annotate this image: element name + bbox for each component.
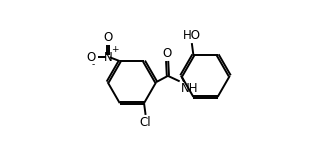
Text: -: - xyxy=(92,60,95,69)
Text: +: + xyxy=(111,45,118,54)
Text: Cl: Cl xyxy=(140,115,152,128)
Text: O: O xyxy=(162,47,172,60)
Text: O: O xyxy=(87,51,96,64)
Text: NH: NH xyxy=(180,82,198,95)
Text: HO: HO xyxy=(183,29,201,42)
Text: N: N xyxy=(104,51,113,64)
Text: O: O xyxy=(103,31,113,44)
